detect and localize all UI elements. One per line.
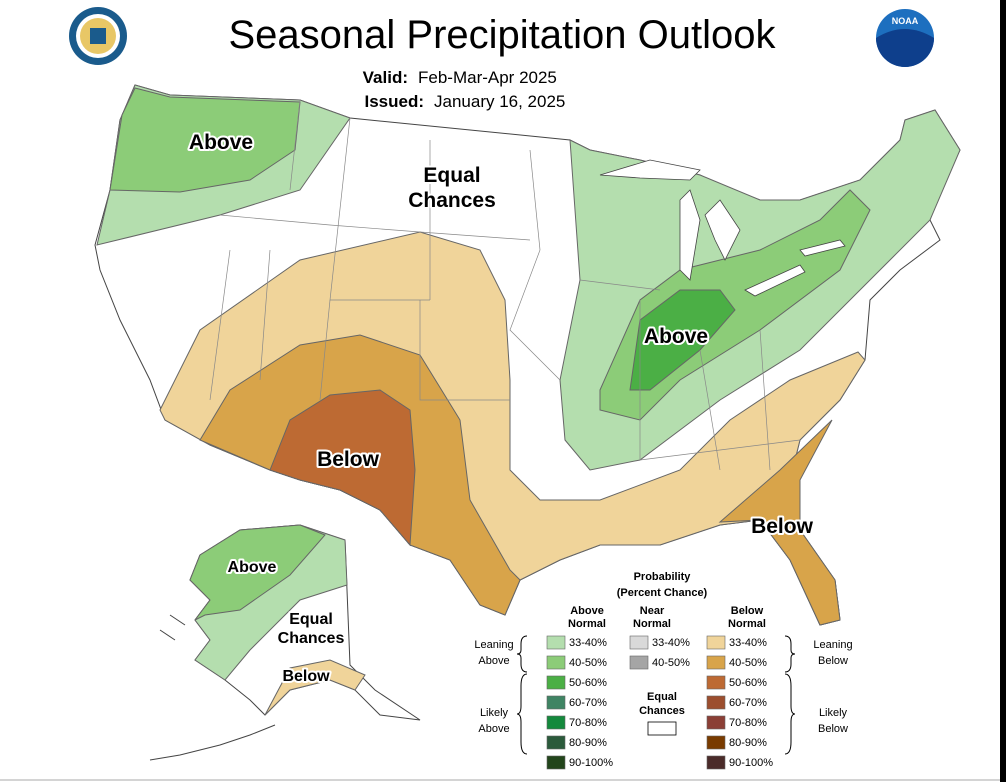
legend-swatch-label: 40-50%	[729, 657, 767, 669]
legend-swatch-label: 40-50%	[569, 657, 607, 669]
legend-equal-chances: Chances	[639, 705, 685, 717]
legend-column-header: Normal	[568, 618, 606, 630]
legend-swatch	[546, 655, 566, 670]
map-label: Above	[228, 559, 277, 576]
legend-swatch	[706, 695, 726, 710]
legend-swatch	[706, 655, 726, 670]
legend-swatch-label: 90-100%	[569, 757, 613, 769]
map-label: Below	[751, 515, 814, 538]
legend-swatch	[706, 735, 726, 750]
legend-swatch	[546, 715, 566, 730]
legend-swatch	[706, 675, 726, 690]
legend-swatch	[546, 735, 566, 750]
aleutians	[149, 614, 276, 761]
legend-swatch	[629, 635, 649, 650]
legend-group-label: Above	[478, 655, 509, 667]
map-label: Above	[644, 325, 708, 348]
legend-swatch-label: 60-70%	[729, 697, 767, 709]
legend-swatch-label: 60-70%	[569, 697, 607, 709]
legend-group-label: Likely	[819, 707, 848, 719]
map-label: Equal	[423, 164, 480, 187]
great-lakes	[599, 159, 846, 297]
legend-swatch-label: 33-40%	[569, 637, 607, 649]
legend-title: Probability	[634, 571, 692, 583]
commerce-logo	[69, 7, 127, 65]
legend: Probability(Percent Chance)AboveNormal33…	[474, 571, 853, 770]
issued-value: January 16, 2025	[434, 92, 565, 111]
map-label: Chances	[278, 630, 345, 647]
legend-group-label: Likely	[480, 707, 509, 719]
valid-label: Valid:	[363, 68, 408, 87]
legend-swatch	[706, 635, 726, 650]
legend-swatch-label: 50-60%	[569, 677, 607, 689]
legend-title: (Percent Chance)	[617, 587, 708, 599]
legend-swatch	[706, 715, 726, 730]
state-lines	[209, 99, 801, 471]
legend-swatch-label: 80-90%	[729, 737, 767, 749]
legend-group-label: Leaning	[474, 639, 513, 651]
legend-swatch	[546, 755, 566, 770]
legend-swatch-label: 33-40%	[652, 637, 690, 649]
equal-chances-swatch	[647, 721, 677, 736]
map-label: Below	[282, 668, 330, 685]
alaska-map	[149, 524, 421, 761]
legend-column-header: Normal	[728, 618, 766, 630]
legend-swatch	[546, 635, 566, 650]
legend-column-header: Normal	[633, 618, 671, 630]
legend-swatch-label: 70-80%	[729, 717, 767, 729]
legend-swatch	[629, 655, 649, 670]
map-label: Below	[317, 448, 380, 471]
legend-swatch-label: 33-40%	[729, 637, 767, 649]
legend-swatch-label: 40-50%	[652, 657, 690, 669]
legend-equal-chances: Equal	[647, 691, 677, 703]
map-label: Equal	[289, 611, 333, 628]
legend-group-label: Above	[478, 723, 509, 735]
legend-swatch	[546, 695, 566, 710]
legend-group-label: Below	[818, 655, 848, 667]
map-label: Chances	[408, 189, 496, 212]
issued-label: Issued:	[364, 92, 424, 111]
legend-swatch	[546, 675, 566, 690]
legend-column-header: Below	[731, 605, 764, 617]
legend-column-header: Above	[570, 605, 604, 617]
noaa-logo: NOAA	[876, 9, 934, 67]
legend-swatch-label: 50-60%	[729, 677, 767, 689]
legend-column-header: Near	[640, 605, 665, 617]
legend-swatch-label: 70-80%	[569, 717, 607, 729]
title: Seasonal Precipitation Outlook	[229, 13, 777, 57]
legend-swatch-label: 90-100%	[729, 757, 773, 769]
logo-text: NOAA	[892, 16, 919, 26]
valid-value: Feb-Mar-Apr 2025	[418, 68, 557, 87]
legend-group-label: Leaning	[813, 639, 852, 651]
legend-swatch-label: 80-90%	[569, 737, 607, 749]
conus-map	[94, 84, 961, 626]
right-border	[1000, 0, 1006, 782]
legend-group-label: Below	[818, 723, 848, 735]
map-label: Above	[189, 131, 253, 154]
legend-swatch	[706, 755, 726, 770]
